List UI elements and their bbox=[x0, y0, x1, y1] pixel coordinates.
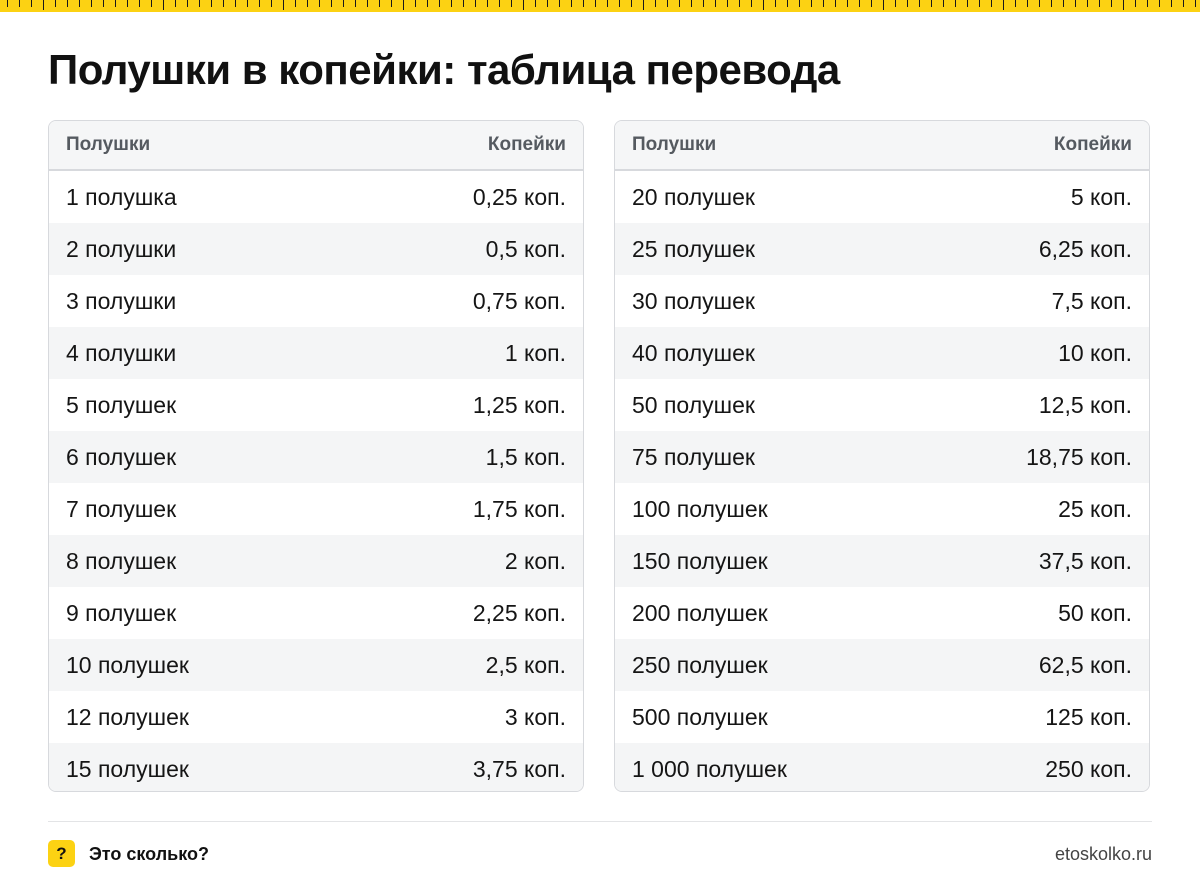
cell-polushki: 10 полушек bbox=[66, 651, 189, 678]
cell-polushki: 200 полушек bbox=[632, 599, 768, 626]
cell-polushki: 500 полушек bbox=[632, 703, 768, 730]
cell-kopeyki: 18,75 коп. bbox=[1026, 443, 1132, 470]
table-row: 500 полушек 125 коп. bbox=[615, 691, 1149, 743]
ruler-decoration bbox=[0, 0, 1200, 12]
table-body: 1 полушка 0,25 коп. 2 полушки 0,5 коп. 3 п… bbox=[49, 171, 583, 791]
cell-kopeyki: 6,25 коп. bbox=[1038, 235, 1132, 262]
cell-kopeyki: 62,5 коп. bbox=[1038, 651, 1132, 678]
page-title: Полушки в копейки: таблица перевода bbox=[48, 46, 840, 93]
cell-polushki: 1 полушка bbox=[66, 183, 177, 210]
conversion-table-right: Полушки Копейки 20 полушек 5 коп. 25 полу… bbox=[614, 120, 1150, 792]
table-row: 30 полушек 7,5 коп. bbox=[615, 275, 1149, 327]
cell-kopeyki: 0,75 коп. bbox=[472, 287, 566, 314]
table-header: Полушки Копейки bbox=[615, 121, 1149, 171]
cell-polushki: 7 полушек bbox=[66, 495, 177, 522]
cell-polushki: 8 полушек bbox=[66, 547, 177, 574]
column-header-polushki: Полушки bbox=[66, 134, 151, 155]
cell-kopeyki: 1,25 коп. bbox=[472, 391, 566, 418]
table-row: 75 полушек 18,75 коп. bbox=[615, 431, 1149, 483]
cell-polushki: 15 полушек bbox=[66, 755, 189, 782]
cell-kopeyki: 5 коп. bbox=[1070, 183, 1132, 210]
cell-kopeyki: 1 коп. bbox=[504, 339, 566, 366]
cell-kopeyki: 7,5 коп. bbox=[1051, 287, 1132, 314]
cell-polushki: 6 полушек bbox=[66, 443, 177, 470]
table-row: 7 полушек 1,75 коп. bbox=[49, 483, 583, 535]
brand-name: Это сколько? bbox=[89, 844, 209, 864]
cell-kopeyki: 0,25 коп. bbox=[472, 183, 566, 210]
table-header: Полушки Копейки bbox=[49, 121, 583, 171]
cell-polushki: 30 полушек bbox=[632, 287, 755, 314]
table-row: 10 полушек 2,5 коп. bbox=[49, 639, 583, 691]
cell-polushki: 12 полушек bbox=[66, 703, 189, 730]
table-row: 15 полушек 3,75 коп. bbox=[49, 743, 583, 791]
cell-kopeyki: 37,5 коп. bbox=[1038, 547, 1132, 574]
cell-polushki: 3 полушки bbox=[66, 287, 177, 314]
table-row: 4 полушки 1 коп. bbox=[49, 327, 583, 379]
table-row: 6 полушек 1,5 коп. bbox=[49, 431, 583, 483]
cell-polushki: 150 полушек bbox=[632, 547, 768, 574]
cell-kopeyki: 3 коп. bbox=[504, 703, 566, 730]
cell-polushki: 250 полушек bbox=[632, 651, 768, 678]
table-row: 20 полушек 5 коп. bbox=[615, 171, 1149, 223]
table-row: 250 полушек 62,5 коп. bbox=[615, 639, 1149, 691]
cell-polushki: 5 полушек bbox=[66, 391, 177, 418]
cell-polushki: 1 000 полушек bbox=[632, 755, 787, 782]
cell-kopeyki: 2,25 коп. bbox=[472, 599, 566, 626]
cell-polushki: 40 полушек bbox=[632, 339, 755, 366]
column-header-polushki: Полушки bbox=[632, 134, 717, 155]
table-row: 1 полушка 0,25 коп. bbox=[49, 171, 583, 223]
cell-kopeyki: 0,5 коп. bbox=[485, 235, 566, 262]
site-url[interactable]: etoskolko.ru bbox=[1054, 844, 1152, 864]
cell-kopeyki: 3,75 коп. bbox=[472, 755, 566, 782]
cell-polushki: 20 полушек bbox=[632, 183, 755, 210]
table-row: 200 полушек 50 коп. bbox=[615, 587, 1149, 639]
conversion-table-left: Полушки Копейки 1 полушка 0,25 коп. 2 пол… bbox=[48, 120, 584, 792]
table-row: 100 полушек 25 коп. bbox=[615, 483, 1149, 535]
table-row: 1 000 полушек 250 коп. bbox=[615, 743, 1149, 791]
table-row: 2 полушки 0,5 коп. bbox=[49, 223, 583, 275]
column-header-kopeyki: Копейки bbox=[1053, 134, 1132, 155]
cell-polushki: 50 полушек bbox=[632, 391, 755, 418]
footer-divider bbox=[48, 821, 1152, 822]
table-row: 50 полушек 12,5 коп. bbox=[615, 379, 1149, 431]
cell-polushki: 25 полушек bbox=[632, 235, 755, 262]
cell-kopeyki: 50 коп. bbox=[1058, 599, 1132, 626]
question-mark-icon: ? bbox=[48, 840, 75, 867]
cell-kopeyki: 250 коп. bbox=[1045, 755, 1132, 782]
table-row: 40 полушек 10 коп. bbox=[615, 327, 1149, 379]
table-row: 25 полушек 6,25 коп. bbox=[615, 223, 1149, 275]
ruler-major-ticks bbox=[0, 0, 1200, 10]
cell-polushki: 9 полушек bbox=[66, 599, 177, 626]
table-row: 8 полушек 2 коп. bbox=[49, 535, 583, 587]
table-row: 5 полушек 1,25 коп. bbox=[49, 379, 583, 431]
cell-polushki: 4 полушки bbox=[66, 339, 177, 366]
table-row: 12 полушек 3 коп. bbox=[49, 691, 583, 743]
table-row: 3 полушки 0,75 коп. bbox=[49, 275, 583, 327]
cell-polushki: 75 полушек bbox=[632, 443, 755, 470]
cell-kopeyki: 2,5 коп. bbox=[485, 651, 566, 678]
cell-kopeyki: 125 коп. bbox=[1045, 703, 1132, 730]
cell-kopeyki: 1,75 коп. bbox=[472, 495, 566, 522]
cell-kopeyki: 10 коп. bbox=[1058, 339, 1132, 366]
table-row: 150 полушек 37,5 коп. bbox=[615, 535, 1149, 587]
cell-kopeyki: 25 коп. bbox=[1058, 495, 1132, 522]
cell-kopeyki: 2 коп. bbox=[504, 547, 566, 574]
table-row: 9 полушек 2,25 коп. bbox=[49, 587, 583, 639]
cell-kopeyki: 1,5 коп. bbox=[485, 443, 566, 470]
cell-polushki: 2 полушки bbox=[66, 235, 177, 262]
cell-kopeyki: 12,5 коп. bbox=[1038, 391, 1132, 418]
cell-polushki: 100 полушек bbox=[632, 495, 768, 522]
table-body: 20 полушек 5 коп. 25 полушек 6,25 коп. 30 … bbox=[615, 171, 1149, 791]
column-header-kopeyki: Копейки bbox=[487, 134, 566, 155]
